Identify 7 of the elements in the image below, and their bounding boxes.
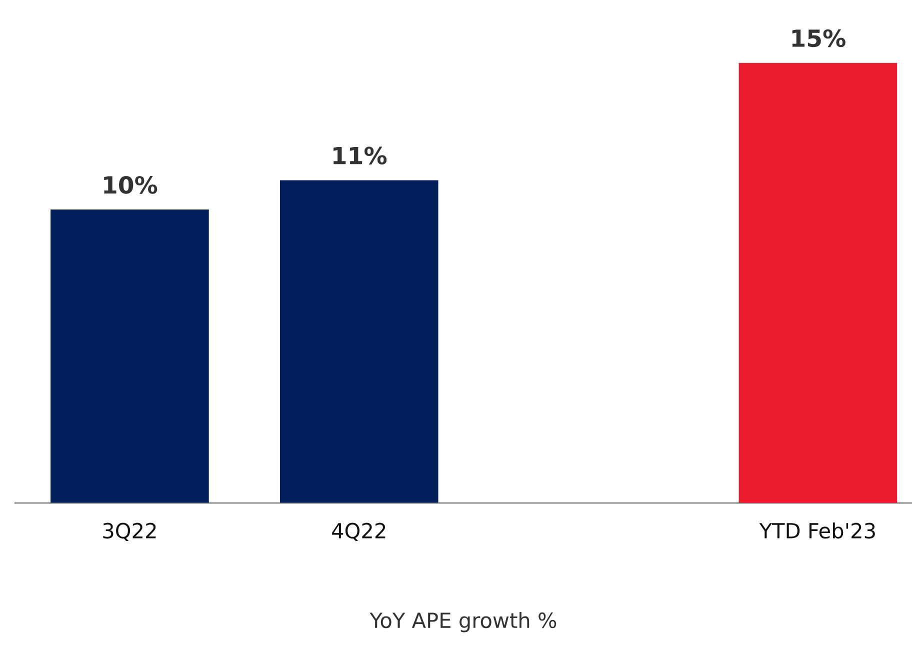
data-label: 15% bbox=[792, 29, 846, 48]
data-label: 10% bbox=[104, 176, 158, 194]
x-axis-title: YoY APE growth % bbox=[370, 612, 556, 632]
x-tick-label: 3Q22 bbox=[103, 522, 156, 541]
x-tick-label: 4Q22 bbox=[332, 522, 386, 541]
x-tick-label: YTD Feb'23 bbox=[759, 522, 875, 539]
data-label: 11% bbox=[334, 146, 387, 165]
